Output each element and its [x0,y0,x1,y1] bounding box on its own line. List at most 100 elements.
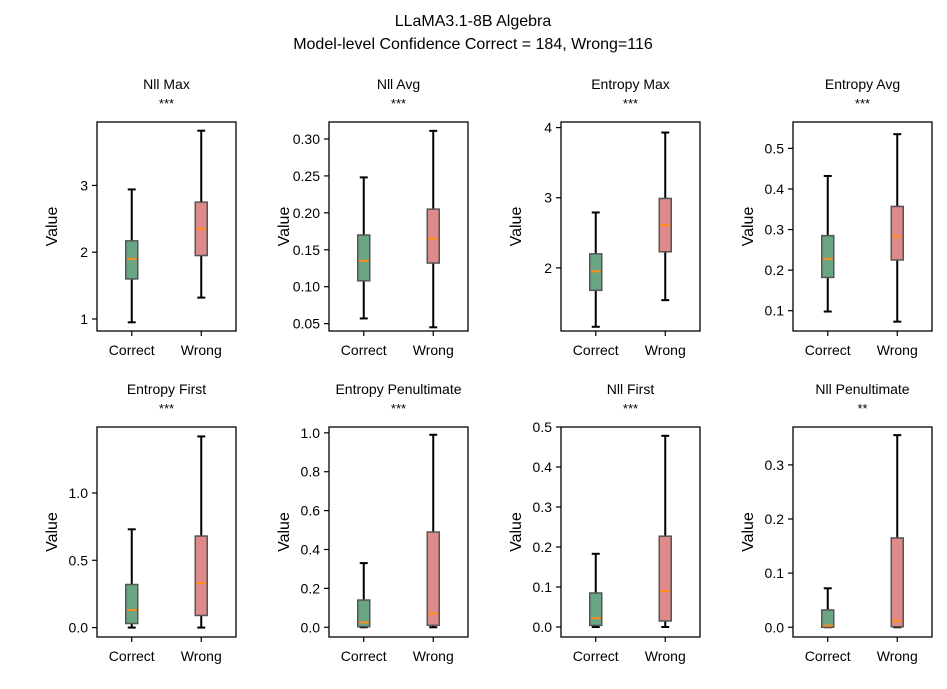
subplot: Nll Max *** 1 2 3 Correct Wrong Value [44,76,237,358]
wrong-box [426,208,440,264]
wrong-box [426,531,440,627]
y-tick-label: 1.0 [301,425,321,441]
x-tick-label: Wrong [413,648,454,664]
wrong-box [890,537,904,628]
correct-box [357,234,371,282]
y-tick-label: 0.3 [533,499,553,515]
subplot: Entropy Max *** 2 3 4 Correct Wrong Value [508,76,701,358]
y-tick-label: 0.2 [765,511,785,527]
y-tick-label: 3 [80,177,88,193]
subplot: Entropy Avg *** 0.1 0.2 0.3 0.4 0.5 Correct Wron… [740,76,933,358]
x-tick-label: Correct [341,648,387,664]
significance-marker: *** [623,401,638,416]
y-tick-label: 0.3 [765,457,785,473]
y-tick-label: 0.6 [301,503,321,519]
x-tick-label: Correct [109,648,155,664]
significance-marker: *** [855,96,870,111]
correct-box [821,234,835,279]
y-tick-label: 0.20 [293,205,320,221]
subplot-title: Nll Avg [377,76,420,92]
x-tick-label: Wrong [181,342,222,358]
y-tick-label: 0.5 [765,140,785,156]
subplot: Nll Avg *** 0.05 0.10 0.15 0.20 0.25 0.30 Correc… [276,76,469,358]
x-tick-label: Correct [805,342,851,358]
y-tick-label: 0.05 [293,316,320,332]
correct-box [589,592,603,627]
subplot-title: Entropy Max [591,76,670,92]
y-tick-label: 0.5 [533,419,553,435]
subplot: Entropy Penultimate *** 0.0 0.2 0.4 0.6 0.8 1.0… [276,381,469,664]
y-tick-label: 2 [544,260,552,276]
subplot-title: Entropy Penultimate [335,381,461,397]
x-tick-label: Wrong [181,648,222,664]
significance-marker: *** [159,401,174,416]
x-tick-label: Wrong [645,648,686,664]
y-tick-label: 0.4 [533,459,553,475]
y-tick-label: 1.0 [69,485,89,501]
y-axis-label: Value [740,207,757,247]
x-tick-label: Wrong [413,342,454,358]
y-tick-label: 0.10 [293,279,320,295]
x-tick-label: Wrong [645,342,686,358]
figure-title-line1: LLaMA3.1-8B Algebra [395,13,552,30]
subplot-title: Nll Max [143,76,190,92]
x-tick-label: Correct [805,648,851,664]
y-tick-label: 3 [544,190,552,206]
axes-frame [328,121,469,332]
y-tick-label: 2 [80,244,88,260]
axes-frame [96,121,237,332]
y-axis-label: Value [44,207,61,247]
wrong-box [658,535,672,622]
correct-box [125,240,139,280]
correct-box [357,599,371,628]
y-tick-label: 0.1 [765,303,785,319]
y-tick-label: 0.0 [301,619,321,635]
y-tick-label: 0.4 [765,181,785,197]
subplot-title: Nll Penultimate [815,381,909,397]
axes-frame [792,121,933,332]
y-tick-label: 0.25 [293,168,320,184]
significance-marker: *** [623,96,638,111]
correct-box [125,583,139,625]
axes-frame [792,426,933,638]
y-tick-label: 0.2 [765,262,785,278]
subplot: Nll First *** 0.0 0.1 0.2 0.3 0.4 0.5 Correct Wro… [508,381,701,664]
y-axis-label: Value [44,512,61,552]
x-tick-label: Correct [573,648,619,664]
subplot: Nll Penultimate ** 0.0 0.1 0.2 0.3 Correct Wron… [740,381,933,664]
subplot-title: Nll First [607,381,655,397]
x-tick-label: Correct [573,342,619,358]
y-tick-label: 0.1 [765,565,785,581]
subplot-title: Entropy First [127,381,206,397]
y-tick-label: 0.0 [765,619,785,635]
significance-marker: ** [857,401,867,416]
y-tick-label: 0.2 [301,580,321,596]
subplot-title: Entropy Avg [825,76,900,92]
x-tick-label: Correct [341,342,387,358]
significance-marker: *** [159,96,174,111]
subplot: Entropy First *** 0.0 0.5 1.0 Correct Wrong Val… [44,381,237,664]
y-axis-label: Value [740,512,757,552]
y-axis-label: Value [508,207,525,247]
y-tick-label: 0.4 [301,542,321,558]
x-tick-label: Wrong [877,342,918,358]
y-tick-label: 0.1 [533,579,553,595]
y-tick-label: 0.2 [533,539,553,555]
axes-frame [560,121,701,332]
x-tick-label: Wrong [877,648,918,664]
y-axis-label: Value [508,512,525,552]
y-tick-label: 0.5 [69,552,89,568]
y-tick-label: 0.15 [293,242,320,258]
y-tick-label: 0.30 [293,131,320,147]
figure-title-line2: Model-level Confidence Correct = 184, Wr… [293,36,653,53]
y-axis-label: Value [276,207,293,247]
y-tick-label: 1 [80,311,88,327]
y-tick-label: 0.0 [69,620,89,636]
correct-box [821,609,835,629]
y-tick-label: 0.8 [301,464,321,480]
y-axis-label: Value [276,512,293,552]
wrong-box [194,535,208,617]
axes-frame [96,426,237,638]
x-tick-label: Correct [109,342,155,358]
